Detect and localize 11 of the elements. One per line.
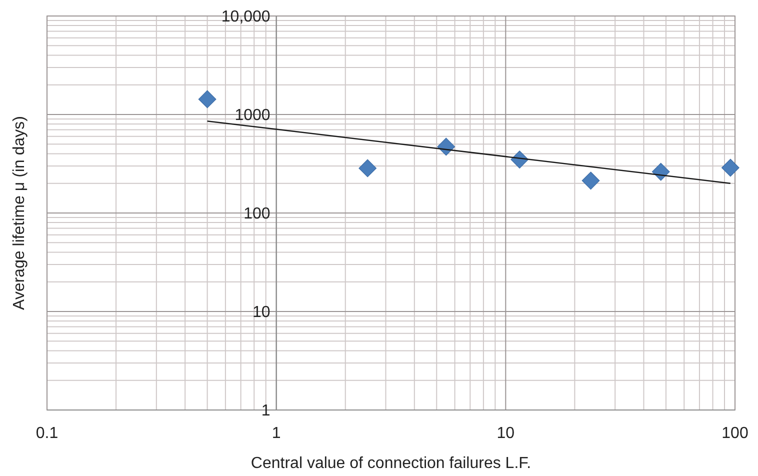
x-axis-title: Central value of connection failures L.F. bbox=[250, 455, 532, 472]
x-tick-label: 100 bbox=[722, 425, 748, 442]
y-axis-title: Average lifetime μ (in days) bbox=[11, 116, 28, 310]
y-tick-label: 100 bbox=[244, 206, 270, 223]
y-tick-label: 10,000 bbox=[221, 8, 270, 26]
x-tick-label: 10 bbox=[496, 425, 515, 442]
x-tick-label: 0.1 bbox=[36, 425, 58, 442]
y-tick-label: 1000 bbox=[234, 107, 270, 124]
y-tick-label: 1 bbox=[261, 402, 270, 420]
x-tick-label: 1 bbox=[272, 425, 281, 442]
y-tick-label: 10 bbox=[252, 304, 270, 322]
